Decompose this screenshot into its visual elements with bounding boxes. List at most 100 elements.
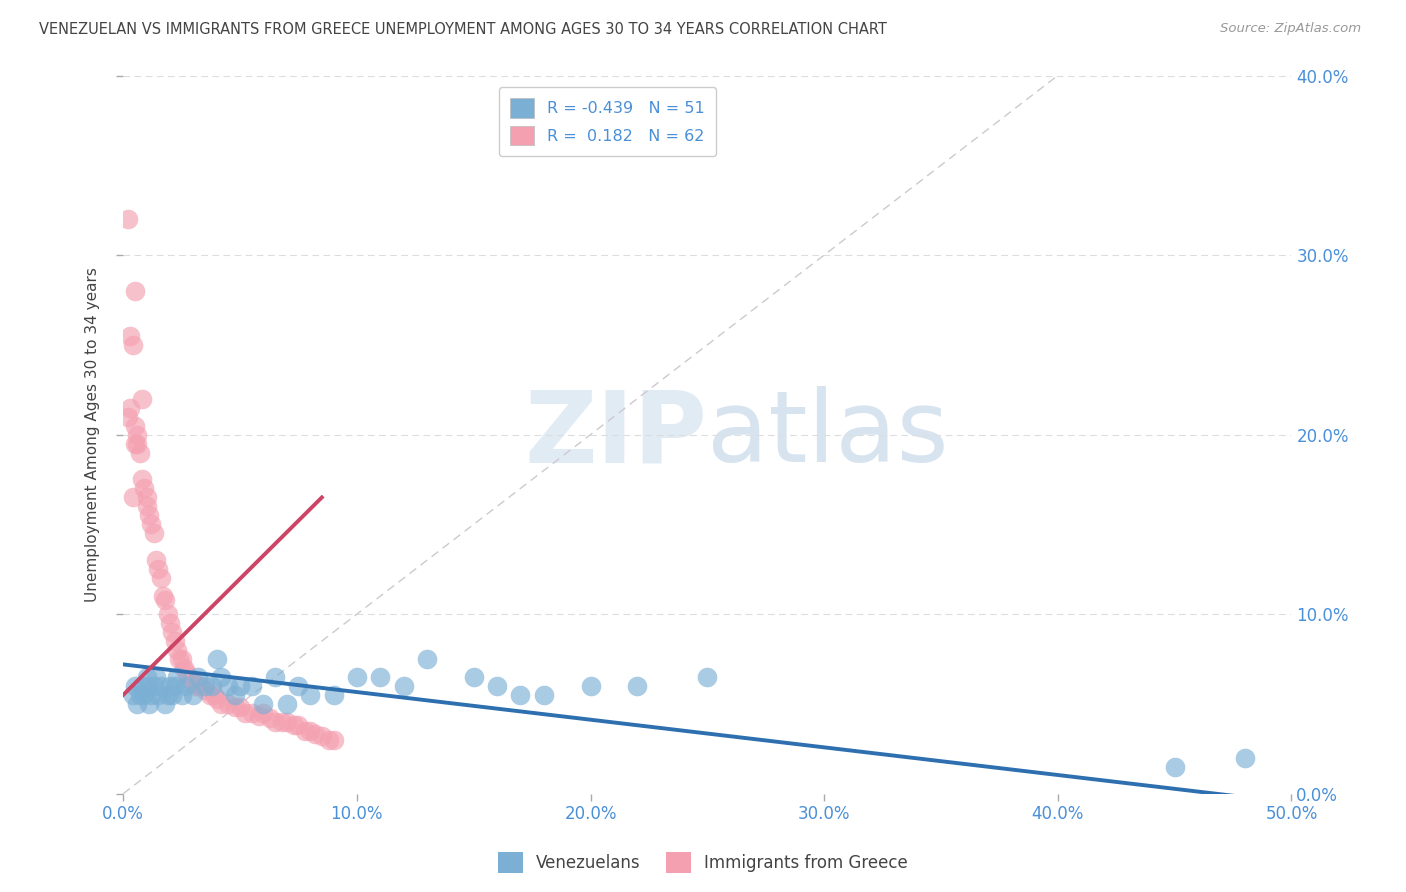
Point	[141, 688, 163, 702]
Point	[202, 688, 225, 702]
Point	[276, 697, 298, 711]
Point	[124, 284, 146, 298]
Point	[127, 436, 149, 450]
Y-axis label: Unemployment Among Ages 30 to 34 years: Unemployment Among Ages 30 to 34 years	[86, 268, 100, 602]
Point	[121, 688, 143, 702]
Text: atlas: atlas	[707, 386, 949, 483]
Point	[1163, 760, 1185, 774]
Point	[205, 652, 228, 666]
Point	[173, 661, 195, 675]
Point	[626, 679, 648, 693]
Point	[579, 679, 602, 693]
Point	[163, 634, 186, 648]
Point	[138, 697, 160, 711]
Point	[318, 732, 340, 747]
Point	[162, 625, 184, 640]
Point	[533, 688, 555, 702]
Point	[163, 679, 186, 693]
Point	[145, 553, 167, 567]
Point	[1233, 751, 1256, 765]
Text: Source: ZipAtlas.com: Source: ZipAtlas.com	[1220, 22, 1361, 36]
Point	[120, 401, 142, 415]
Point	[145, 670, 167, 684]
Point	[131, 679, 153, 693]
Point	[283, 718, 305, 732]
Point	[156, 607, 179, 621]
Point	[138, 508, 160, 523]
Point	[311, 729, 333, 743]
Point	[322, 732, 344, 747]
Point	[217, 697, 239, 711]
Point	[294, 723, 316, 738]
Point	[416, 652, 439, 666]
Point	[368, 670, 391, 684]
Point	[121, 491, 143, 505]
Point	[142, 526, 165, 541]
Point	[205, 691, 228, 706]
Point	[181, 673, 204, 688]
Point	[135, 500, 157, 514]
Point	[134, 482, 156, 496]
Point	[224, 688, 246, 702]
Point	[141, 517, 163, 532]
Point	[149, 571, 172, 585]
Point	[142, 679, 165, 693]
Point	[124, 436, 146, 450]
Point	[135, 491, 157, 505]
Point	[201, 679, 224, 693]
Point	[233, 706, 256, 720]
Point	[271, 714, 294, 729]
Point	[224, 700, 246, 714]
Point	[155, 697, 177, 711]
Point	[131, 392, 153, 406]
Point	[259, 711, 281, 725]
Point	[169, 652, 191, 666]
Point	[124, 679, 146, 693]
Point	[392, 679, 415, 693]
Point	[128, 445, 150, 459]
Point	[194, 679, 217, 693]
Point	[240, 679, 263, 693]
Point	[176, 679, 198, 693]
Point	[247, 709, 270, 723]
Point	[229, 679, 252, 693]
Point	[159, 679, 181, 693]
Point	[177, 670, 200, 684]
Point	[159, 616, 181, 631]
Point	[188, 679, 211, 693]
Point	[149, 679, 172, 693]
Point	[134, 688, 156, 702]
Point	[322, 688, 344, 702]
Point	[127, 697, 149, 711]
Point	[486, 679, 509, 693]
Point	[162, 688, 184, 702]
Point	[117, 212, 139, 227]
Point	[170, 652, 193, 666]
Point	[194, 682, 217, 697]
Point	[170, 688, 193, 702]
Point	[152, 589, 174, 603]
Point	[304, 727, 326, 741]
Point	[117, 409, 139, 424]
Point	[198, 688, 221, 702]
Point	[181, 688, 204, 702]
Point	[252, 697, 274, 711]
Point	[240, 706, 263, 720]
Point	[156, 688, 179, 702]
Point	[155, 592, 177, 607]
Point	[131, 473, 153, 487]
Point	[135, 679, 157, 693]
Point	[696, 670, 718, 684]
Point	[187, 670, 209, 684]
Point	[252, 706, 274, 720]
Point	[209, 670, 232, 684]
Point	[463, 670, 485, 684]
Point	[121, 338, 143, 352]
Point	[166, 670, 188, 684]
Point	[209, 697, 232, 711]
Point	[509, 688, 531, 702]
Point	[346, 670, 368, 684]
Point	[124, 418, 146, 433]
Point	[135, 670, 157, 684]
Point	[176, 665, 198, 679]
